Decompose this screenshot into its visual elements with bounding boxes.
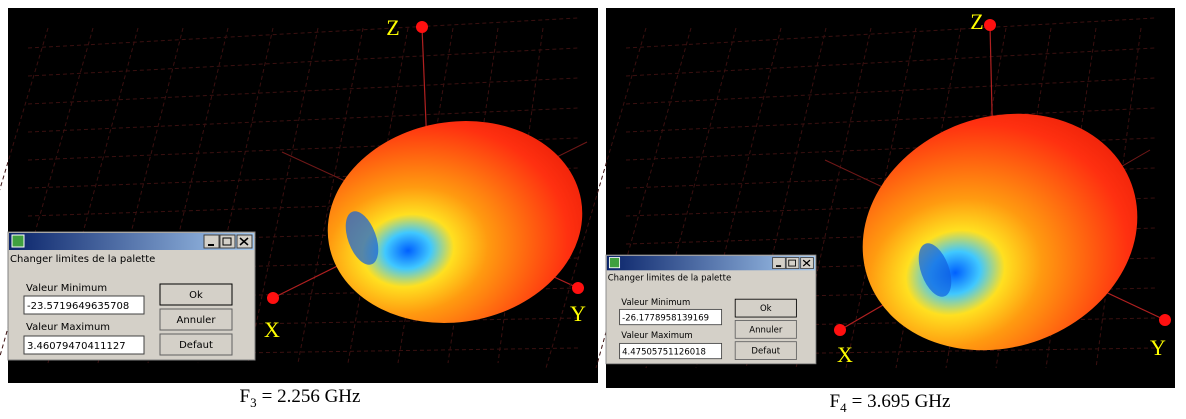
- dialog-title: Changer limites de la palette: [10, 254, 155, 265]
- button-label: Annuler: [177, 315, 217, 326]
- axis-marker: [572, 282, 584, 294]
- dialog-button[interactable]: [159, 283, 233, 306]
- minimize-button[interactable]: [203, 234, 220, 249]
- grid-line: [197, 27, 274, 364]
- caption-text: = 2.256 GHz: [262, 386, 361, 407]
- axis-label: Z: [970, 9, 983, 34]
- button-label: Defaut: [179, 340, 213, 351]
- dialog-button[interactable]: [159, 333, 233, 356]
- axis-label: Y: [570, 301, 586, 326]
- axis-marker: [984, 19, 996, 31]
- minimize-button[interactable]: [772, 257, 786, 270]
- input-value: -23.5719649635708: [27, 301, 129, 312]
- text-input[interactable]: [619, 308, 723, 326]
- grid-line: [695, 27, 782, 369]
- grid-line: [845, 27, 917, 369]
- app-icon: [11, 234, 25, 248]
- grid-line: [625, 77, 1156, 105]
- grid-line: [625, 17, 1156, 49]
- grid-line: [27, 107, 579, 133]
- icon-glyph: [788, 259, 796, 267]
- lobe-null: [345, 211, 379, 265]
- text-input[interactable]: [23, 295, 145, 315]
- pattern-panel: Z X Y Changer limites de la palette Valeur M…: [545, 8, 1175, 415]
- text-input[interactable]: [23, 335, 145, 355]
- grid-line: [645, 27, 737, 369]
- maximize-button[interactable]: [785, 257, 800, 270]
- caption-subscript: 3: [250, 395, 257, 410]
- input-value: 3.46079470411127: [27, 341, 126, 352]
- icon-glyph: [802, 259, 811, 267]
- radiation-lobe: [327, 121, 583, 323]
- dialog-title: Changer limites de la palette: [608, 273, 732, 283]
- button-label: Ok: [760, 304, 772, 314]
- pattern-panel: Z X Y Changer limites de la palette Valeur M…: [0, 8, 598, 410]
- button-label: Annuler: [749, 325, 783, 335]
- button-label: Defaut: [751, 347, 780, 357]
- axis-marker: [416, 21, 428, 33]
- caption-subscript: 4: [840, 400, 847, 415]
- palette-dialog: Changer limites de la palette Valeur Mini…: [605, 254, 817, 365]
- grid-line: [27, 17, 579, 49]
- grid-line: [27, 47, 579, 77]
- input-value: 4.47505751126018: [622, 347, 706, 357]
- dialog-button[interactable]: [734, 320, 797, 339]
- axis-marker: [267, 292, 279, 304]
- field-label: Valeur Minimum: [621, 298, 690, 308]
- grid-line: [247, 27, 319, 364]
- icon-glyph: [222, 237, 232, 246]
- caption-text: = 3.695 GHz: [852, 391, 951, 412]
- dialog-button[interactable]: [734, 341, 797, 360]
- dialog-button[interactable]: [734, 298, 797, 318]
- axis-marker: [834, 324, 846, 336]
- icon-glyph: [239, 237, 249, 246]
- field-label: Valeur Minimum: [26, 283, 107, 294]
- caption-symbol: F: [240, 386, 251, 407]
- input-value: -26.1778958139169: [622, 313, 709, 323]
- axis-label: Z: [386, 15, 399, 40]
- title-bar: [606, 255, 816, 271]
- app-icon: [608, 257, 621, 269]
- grid-line: [625, 107, 1156, 133]
- axis-label: X: [837, 342, 853, 367]
- grid-line: [0, 27, 49, 191]
- palette-dialog: Changer limites de la palette Valeur Mini…: [7, 231, 256, 361]
- dialog-button[interactable]: [159, 308, 233, 331]
- grid-line: [545, 27, 647, 369]
- title-bar: [9, 233, 254, 250]
- text-input[interactable]: [619, 342, 723, 360]
- field-label: Valeur Maximum: [26, 322, 110, 333]
- lobe-null: [918, 243, 952, 297]
- axis-label: Y: [1150, 335, 1166, 360]
- axis-marker: [1159, 314, 1171, 326]
- button-label: Ok: [189, 290, 203, 301]
- caption-symbol: F: [830, 391, 841, 412]
- radiation-lobe: [862, 113, 1138, 351]
- field-label: Valeur Maximum: [621, 331, 692, 341]
- caption: F4 = 3.695 GHz: [830, 391, 951, 415]
- maximize-button[interactable]: [219, 234, 236, 249]
- caption: F3 = 2.256 GHz: [240, 386, 361, 410]
- axis-label: X: [264, 317, 280, 342]
- grid-line: [745, 27, 827, 369]
- grid-line: [27, 77, 579, 105]
- grid-line: [625, 47, 1156, 77]
- grid-line: [297, 27, 364, 364]
